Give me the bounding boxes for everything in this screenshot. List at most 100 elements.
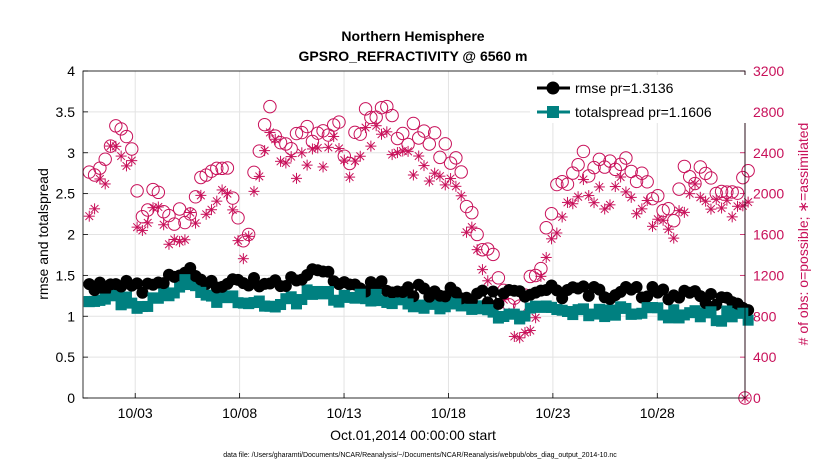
possible-obs-marker (603, 154, 617, 168)
totalspread-marker (429, 294, 441, 306)
possible-obs-marker (651, 189, 665, 203)
asterisk-stroke (669, 233, 678, 243)
totalspread-marker (482, 304, 494, 316)
y-right-tick-label: 1200 (753, 267, 784, 283)
plot-area (82, 99, 755, 405)
possible-obs-marker (571, 158, 585, 172)
assimilated-obs-marker (248, 185, 260, 197)
assimilated-obs-marker (126, 155, 138, 167)
totalspread-marker (179, 274, 191, 286)
assimilated-obs-marker (641, 195, 653, 207)
possible-obs-marker (608, 162, 622, 177)
rmse-marker (476, 284, 489, 297)
rmse-marker (704, 288, 717, 301)
totalspread-marker (190, 280, 202, 292)
assimilated-obs-marker (705, 203, 717, 215)
assimilated-obs-marker (631, 208, 643, 220)
asterisk-stroke (387, 150, 397, 159)
possible-obs-marker (130, 184, 144, 198)
possible-obs-marker (667, 214, 681, 228)
totalspread-marker (227, 290, 239, 302)
totalspread-marker (83, 296, 95, 308)
asterisk-stroke (712, 195, 721, 204)
legend-rmse-marker (546, 81, 560, 95)
asterisk-stroke (340, 155, 349, 165)
asterisk-stroke (239, 254, 248, 263)
rmse-marker (577, 280, 590, 293)
asterisk-stroke (611, 182, 620, 191)
assimilated-obs-marker (445, 173, 457, 185)
asterisk-stroke (196, 191, 206, 200)
assimilated-obs-marker (721, 194, 733, 206)
asterisk-stroke (430, 168, 439, 178)
asterisk-stroke (85, 211, 94, 221)
assimilated-obs-marker (609, 181, 621, 193)
totalspread-marker (99, 293, 111, 305)
y-right-tick-label: 3200 (753, 63, 784, 79)
asterisk-stroke (510, 332, 519, 341)
series-assimilated (83, 120, 754, 403)
assimilated-obs-marker (524, 325, 536, 337)
possible-obs-marker (481, 242, 495, 256)
asterisk-stroke (223, 189, 232, 198)
possible-obs-marker (730, 186, 745, 200)
assimilated-obs-marker (662, 223, 674, 235)
rmse-marker (492, 297, 505, 310)
assimilated-obs-marker (136, 224, 148, 236)
asterisk-stroke (207, 205, 216, 214)
assimilated-obs-marker (253, 170, 265, 182)
assimilated-obs-marker (275, 155, 287, 167)
assimilated-obs-marker (290, 172, 302, 184)
assimilated-obs-marker (158, 219, 170, 231)
asterisk-stroke (318, 162, 328, 172)
assimilated-obs-marker (184, 206, 196, 218)
assimilated-obs-marker (264, 126, 276, 138)
totalspread-marker (290, 298, 302, 310)
asterisk-stroke (536, 272, 546, 281)
asterisk-stroke (696, 193, 705, 202)
possible-obs-marker (677, 159, 692, 174)
assimilated-obs-marker (110, 140, 122, 152)
x-tick-label: 10/13 (327, 405, 362, 421)
series-rmse (83, 262, 755, 325)
totalspread-marker (737, 307, 749, 319)
possible-obs-marker (698, 166, 713, 181)
asterisk-stroke (345, 172, 354, 182)
assimilated-obs-marker (646, 220, 658, 232)
asterisk-stroke (642, 196, 652, 205)
asterisk-stroke (568, 199, 577, 208)
possible-obs-marker (449, 151, 463, 165)
y-axis-left-label: rmse and totalspread (35, 168, 51, 300)
totalspread-marker (418, 302, 430, 314)
totalspread-marker (259, 300, 271, 312)
possible-obs-marker (114, 122, 128, 136)
assimilated-obs-marker (583, 190, 595, 202)
possible-obs-marker (661, 202, 676, 216)
asterisk-stroke (605, 200, 615, 210)
asterisk-stroke (722, 196, 732, 205)
asterisk-stroke (159, 220, 168, 229)
totalspread-marker (333, 296, 345, 308)
asterisk-stroke (472, 245, 482, 254)
assimilated-obs-marker (689, 178, 701, 190)
possible-obs-marker (279, 137, 293, 151)
assimilated-obs-marker (152, 201, 164, 213)
totalspread-marker (546, 301, 558, 313)
y-right-tick-label: 1600 (753, 227, 784, 243)
totalspread-marker (705, 306, 717, 318)
possible-obs-marker (257, 117, 272, 132)
series-possible (82, 99, 755, 405)
asterisk-stroke (727, 212, 737, 222)
asterisk-stroke (653, 215, 663, 224)
asterisk-stroke (419, 161, 429, 170)
legend-spread-marker (547, 106, 559, 118)
possible-obs-marker (539, 221, 553, 235)
asterisk-stroke (531, 313, 540, 322)
assimilated-obs-marker (285, 151, 297, 163)
asterisk-stroke (228, 205, 237, 215)
asterisk-stroke (148, 203, 158, 212)
asterisk-stroke (685, 189, 694, 198)
asterisk-stroke (409, 170, 418, 180)
asterisk-stroke (621, 187, 631, 197)
possible-obs-marker (220, 161, 235, 175)
